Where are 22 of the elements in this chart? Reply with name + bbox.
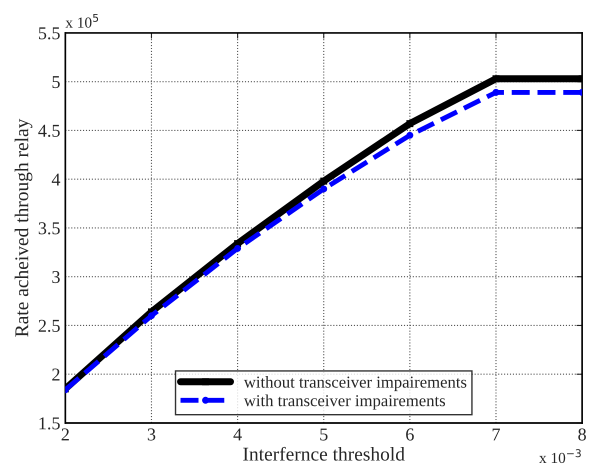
x-tick-label: 5 <box>320 428 328 441</box>
text: x 10$^{5}$ <box>65 14 98 28</box>
x-tick-label: 6 <box>406 428 414 441</box>
y-axis-title: Rate acheived through relay <box>14 118 32 337</box>
y-tick-label: 3 <box>52 271 60 284</box>
x-tick-label: 2 <box>62 428 69 440</box>
y-tick-label: 2 <box>52 368 60 380</box>
x-tick-label: 8 <box>578 428 586 441</box>
y-tick-label: 5 <box>52 76 60 88</box>
x-axis-title: Interfernce threshold <box>243 446 405 461</box>
y-tick-label: 1.5 <box>40 417 60 430</box>
y-tick-label: 4 <box>52 174 60 186</box>
y-tick-label: 4.5 <box>38 124 60 137</box>
text: x 10$^{−3}$ <box>539 449 581 464</box>
legend-label: without transceiver impairements <box>244 376 466 392</box>
x-tick-label: 3 <box>148 428 156 441</box>
legend-label: with transceiver impairements <box>244 394 446 410</box>
y-tick-label: 3.5 <box>38 222 60 234</box>
y-tick-label: 2.5 <box>38 320 60 332</box>
y-tick-label: 5.5 <box>38 27 60 40</box>
x-tick-label: 4 <box>233 428 242 440</box>
x-tick-label: 7 <box>492 428 500 440</box>
